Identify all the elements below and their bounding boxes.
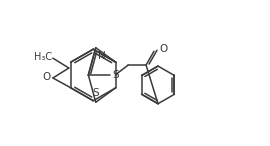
Text: H₃C: H₃C	[34, 52, 52, 62]
Text: O: O	[43, 72, 51, 82]
Text: N: N	[98, 51, 106, 61]
Text: S: S	[112, 70, 119, 80]
Text: S: S	[92, 88, 99, 98]
Text: O: O	[159, 44, 167, 54]
